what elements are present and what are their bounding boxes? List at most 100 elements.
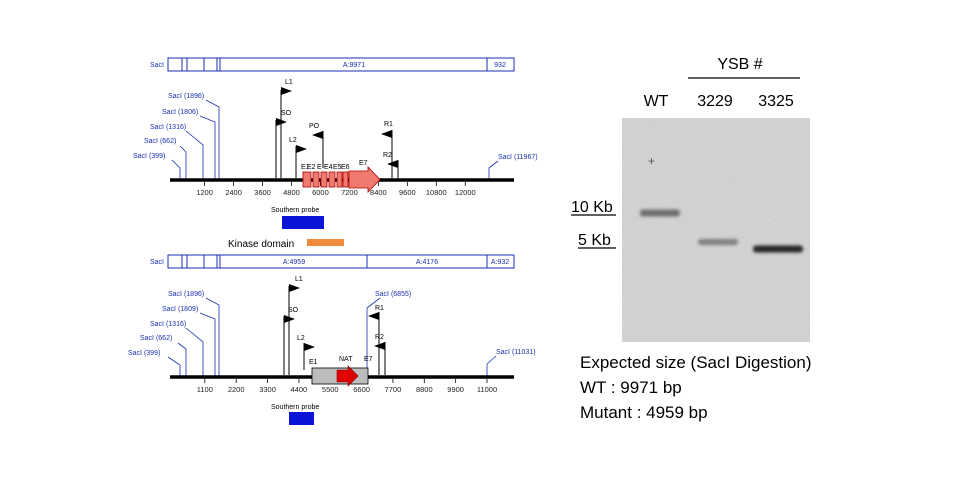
wt-exon-E5: [336, 171, 343, 188]
wt-site-leader: [199, 115, 216, 181]
wt-site-leader: [171, 159, 181, 181]
mut-site-leader: [199, 312, 216, 378]
wt-exon-label: E4: [324, 164, 333, 171]
mut-primer-L2-flag: [304, 343, 315, 351]
wt-site-leader: [179, 145, 187, 181]
wt-exon-label: E7: [359, 160, 368, 167]
mut-top-bar-left-label: SacI: [150, 259, 164, 266]
wt-top-bar-right-label: 932: [494, 62, 506, 69]
wt-primer-L1-label: L1: [285, 79, 293, 86]
mut-site-leader: [185, 327, 204, 378]
wt-site-leader: [205, 99, 220, 181]
mut-tick-label: 3300: [259, 385, 276, 394]
mut-tick-label: 4400: [291, 385, 308, 394]
wt-primer-R2-flag: [387, 160, 398, 168]
mut-top-bar-frame: [167, 254, 515, 269]
mut-site-leader: [177, 342, 187, 378]
wt-primer-SO-flag: [276, 118, 287, 126]
wt-map: SacI A:9971 932 SacI (399) SacI (662) Sa…: [133, 57, 538, 250]
mut-top-bar: SacI A:4959 A:4176 A:932: [150, 254, 515, 269]
mut-site-right-label: SacI (11031): [496, 349, 536, 356]
mut-primer-L1-label: L1: [295, 276, 303, 283]
mut-feature-label: E1: [309, 359, 318, 366]
wt-exon-label: E2: [307, 164, 316, 171]
wt-southern-probe: [282, 216, 324, 229]
blot-plus-mark: +: [648, 154, 655, 168]
wt-exon-label: E1: [301, 164, 310, 171]
mut-primer-SO-label: SO: [288, 307, 299, 314]
mut-southern-probe: [289, 412, 314, 425]
mut-nat-arrow: [336, 365, 359, 387]
wt-exon-label: E6: [341, 164, 350, 171]
lane-label-3229: 3229: [697, 93, 733, 110]
wt-axis-ticks: 1200 2400 3600 4800 6000 7200 8400 9600 10800 120…: [196, 182, 476, 197]
mut-feature-label: NAT: [339, 356, 353, 363]
mut-primer-R2-label: R2: [375, 334, 384, 341]
wt-primer-R1-label: R1: [384, 121, 393, 128]
expected-title: Expected size (SacI Digestion): [580, 353, 812, 372]
blot-bands: [640, 209, 803, 253]
wt-primers: L1 SO L2 PO R1 R2: [275, 79, 399, 178]
wt-tick-label: 1200: [196, 188, 213, 197]
wt-exon-label: E5: [333, 164, 342, 171]
lane-label-wt: WT: [644, 93, 669, 110]
wt-exon-E4: [328, 171, 336, 188]
mut-tick-label: 7700: [385, 385, 402, 394]
southern-blot: YSB # WT 3229 3325 + 10 Kb 5 Kb: [571, 56, 810, 342]
wt-primer-PO-flag: [312, 131, 323, 139]
wt-tick-label: 10800: [426, 188, 447, 197]
mut-site-mid-label: SacI (6855): [375, 291, 411, 298]
wt-tick-label: 6000: [312, 188, 329, 197]
mutant-map: SacI A:4959 A:4176 A:932 SacI (399) SacI…: [128, 254, 536, 425]
mut-site-label: SacI (399): [128, 350, 160, 357]
wt-site-label: SacI (662): [144, 138, 176, 145]
wt-top-bar-frame: [167, 57, 515, 72]
wt-primer-R2-label: R2: [383, 152, 392, 159]
mut-tick-label: 6600: [353, 385, 370, 394]
mut-site-leader: [205, 297, 220, 378]
wt-site-label: SacI (1896): [168, 93, 204, 100]
mut-site-label: SacI (1809): [162, 306, 198, 313]
expected-size-text: Expected size (SacI Digestion) WT : 9971…: [580, 353, 812, 422]
wt-tick-label: 2400: [225, 188, 242, 197]
mut-site-leader: [167, 356, 181, 378]
lane-label-3325: 3325: [758, 93, 794, 110]
mut-tick-label: 8800: [416, 385, 433, 394]
wt-top-bar-left-label: SacI: [150, 62, 164, 69]
mut-primer-L1-flag: [289, 284, 300, 292]
wt-top-bar-center-label: A:9971: [343, 62, 365, 69]
mut-primer-R1-flag: [368, 312, 379, 320]
wt-site-leader: [185, 130, 204, 181]
mut-primer-L2-label: L2: [297, 335, 305, 342]
wt-primer-SO-label: SO: [281, 110, 292, 117]
blot-texture: [622, 118, 810, 342]
mut-site-label: SacI (1316): [150, 321, 186, 328]
wt-primer-R1-flag: [381, 130, 392, 138]
mut-probe-label: Southern probe: [271, 404, 319, 411]
mut-tick-label: 2200: [228, 385, 245, 394]
wt-primer-L2-flag: [296, 145, 307, 153]
wt-top-bar: SacI A:9971 932: [150, 57, 515, 72]
mut-tick-label: 1100: [197, 385, 213, 394]
kinase-domain-label: Kinase domain: [228, 239, 294, 250]
marker-10kb-label: 10 Kb: [571, 199, 613, 216]
wt-tick-label: 3600: [254, 188, 271, 197]
wt-site-label: SacI (1806): [162, 109, 198, 116]
mut-top-bar-right-label: A:932: [491, 259, 509, 266]
wt-exon-E3: [320, 171, 328, 188]
mut-top-bar-seg2-label: A:4176: [416, 259, 438, 266]
wt-primer-L1-flag: [281, 87, 292, 95]
mut-site-label: SacI (1896): [168, 291, 204, 298]
wt-tick-label: 9600: [399, 188, 416, 197]
wt-site-label: SacI (1316): [150, 124, 186, 131]
wt-exon-label: E: [317, 164, 322, 171]
wt-site-label: SacI (399): [133, 153, 165, 160]
wt-sacI-sites: SacI (399) SacI (662) SacI (1316) SacI (…: [133, 93, 538, 181]
expected-wt: WT : 9971 bp: [580, 378, 682, 397]
mut-feature-label: E7: [364, 356, 373, 363]
wt-exon-E7-arrow: [348, 166, 381, 193]
mut-primer-R2-flag: [374, 342, 385, 350]
mut-primer-R1-label: R1: [375, 305, 384, 312]
